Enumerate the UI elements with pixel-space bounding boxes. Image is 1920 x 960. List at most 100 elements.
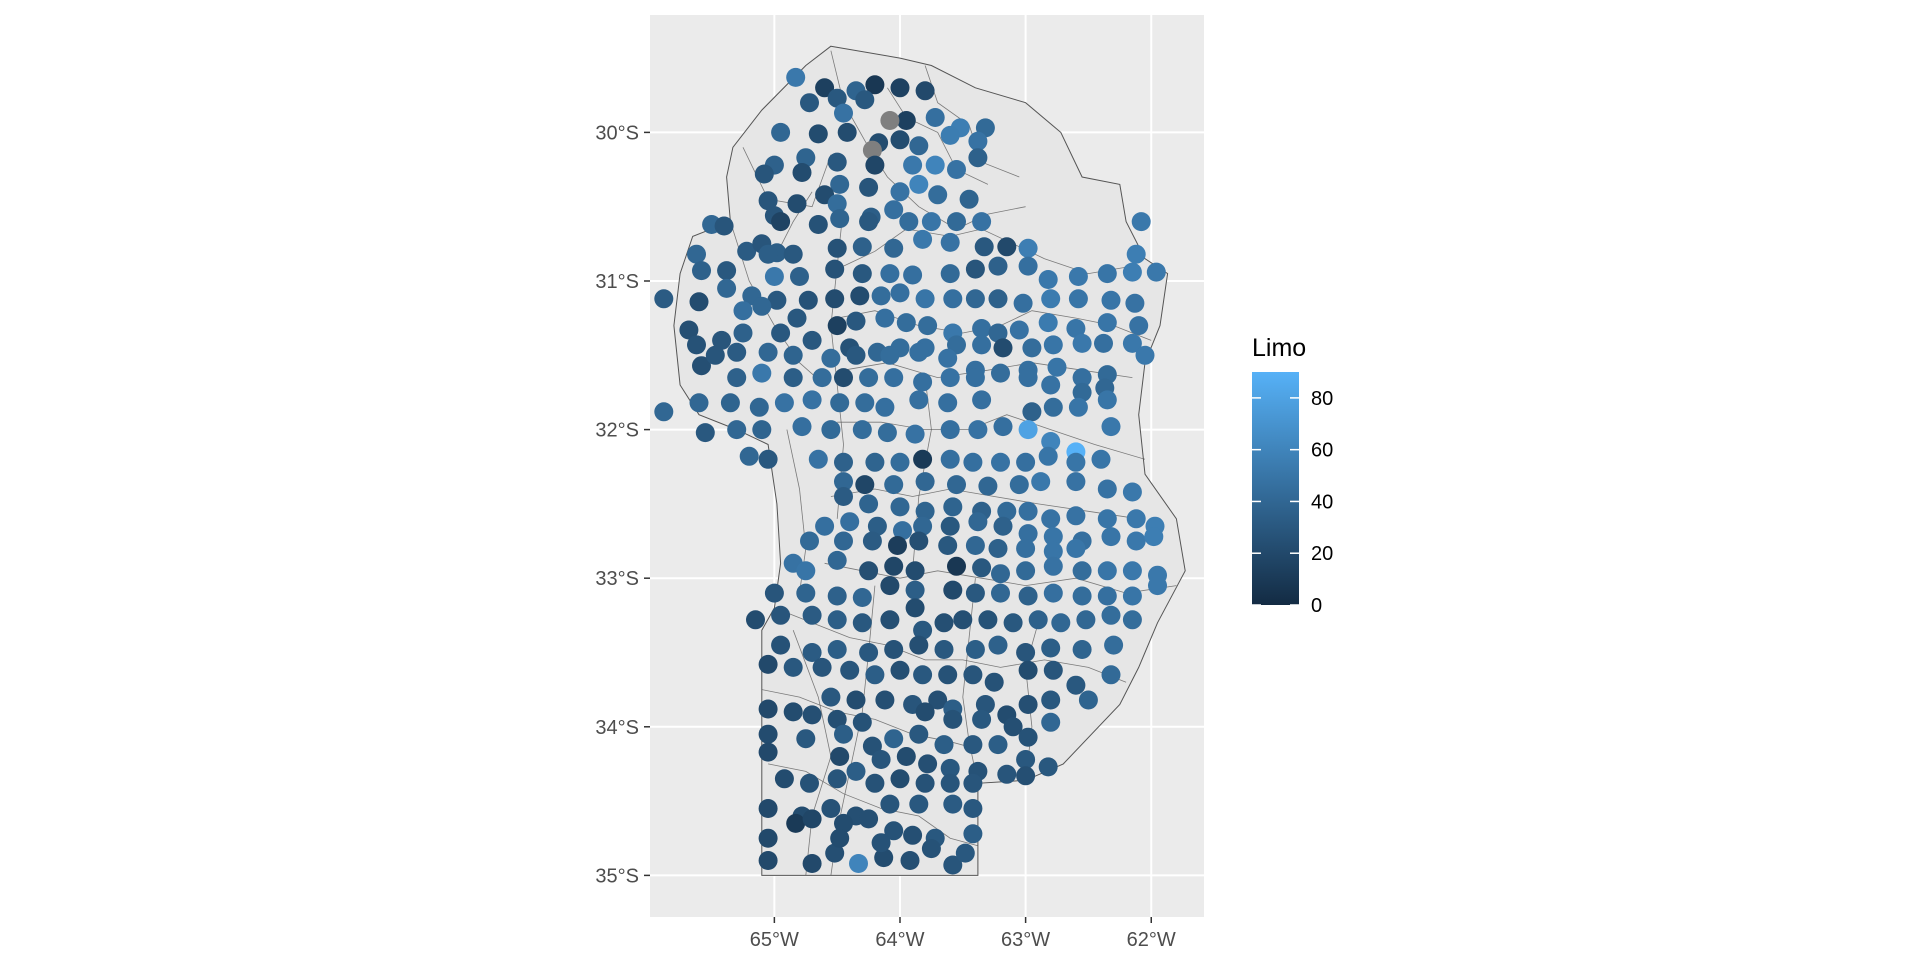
data-point — [1041, 289, 1061, 309]
data-point — [758, 449, 778, 469]
data-point — [940, 125, 960, 145]
data-point — [852, 237, 872, 257]
data-point — [821, 348, 841, 368]
data-point — [1126, 244, 1146, 264]
data-point — [1101, 665, 1121, 685]
data-point — [993, 417, 1013, 437]
data-point — [909, 635, 929, 655]
data-point — [988, 635, 1008, 655]
data-point — [934, 640, 954, 659]
data-point — [1003, 613, 1023, 633]
data-point — [940, 264, 960, 284]
data-point — [830, 747, 850, 766]
data-point — [968, 512, 988, 532]
data-point — [783, 368, 803, 388]
data-point — [880, 576, 900, 596]
data-point — [988, 735, 1008, 755]
data-point — [1018, 695, 1038, 714]
data-point — [1135, 345, 1155, 365]
x-tick-label: 62°W — [1127, 929, 1176, 951]
data-point — [947, 160, 966, 179]
legend-tick-label: 60 — [1311, 440, 1333, 462]
data-point — [972, 709, 992, 729]
data-point — [827, 194, 847, 214]
data-point — [754, 164, 774, 184]
data-point — [875, 397, 895, 417]
data-point — [1066, 506, 1086, 526]
data-point — [859, 561, 879, 581]
data-point — [943, 289, 963, 309]
data-point — [934, 735, 954, 755]
data-point — [965, 259, 985, 279]
data-point — [997, 501, 1017, 521]
data-point — [792, 417, 812, 437]
data-point — [800, 531, 819, 551]
data-point — [900, 851, 920, 870]
data-point — [1129, 316, 1149, 336]
data-point — [834, 103, 853, 123]
data-point — [1101, 417, 1121, 437]
data-point — [988, 289, 1008, 309]
data-point — [855, 393, 875, 413]
data-point — [963, 824, 983, 844]
data-point — [852, 613, 872, 633]
data-point — [689, 292, 709, 312]
legend-title: Limo — [1252, 334, 1306, 362]
data-point — [896, 111, 916, 130]
data-point — [837, 122, 857, 142]
legend-colorbar — [1252, 372, 1299, 605]
data-point — [727, 368, 747, 388]
data-point — [1097, 313, 1117, 333]
data-point — [915, 289, 935, 309]
data-point — [846, 311, 866, 331]
data-point — [880, 794, 900, 814]
data-point — [1041, 712, 1061, 732]
data-point — [938, 536, 958, 555]
data-point — [947, 475, 966, 495]
data-point — [940, 773, 960, 793]
data-point — [808, 449, 828, 469]
data-point — [871, 833, 891, 853]
data-point — [1018, 727, 1038, 747]
data-point — [1009, 475, 1029, 495]
legend-tick-label: 0 — [1311, 595, 1322, 617]
data-point — [940, 449, 960, 469]
data-point — [859, 212, 879, 232]
data-point — [865, 665, 885, 685]
data-point — [798, 290, 818, 310]
data-point — [943, 580, 963, 600]
data-point — [988, 539, 1008, 558]
legend-ticks: 0 20 40 60 80 — [1252, 388, 1333, 617]
data-point — [827, 316, 847, 336]
data-point — [727, 342, 747, 362]
data-point — [1122, 610, 1142, 630]
data-point — [1072, 333, 1092, 353]
data-point — [938, 665, 958, 685]
data-point — [1016, 766, 1036, 786]
data-point — [752, 420, 772, 440]
department-border — [730, 221, 825, 386]
data-points — [654, 67, 1167, 875]
data-point — [884, 238, 904, 258]
data-point — [972, 390, 992, 410]
data-point — [988, 323, 1008, 343]
data-point — [783, 657, 803, 677]
data-point — [909, 342, 929, 362]
data-point — [925, 155, 945, 175]
data-point — [1126, 531, 1146, 551]
data-point — [758, 724, 778, 744]
data-point — [918, 316, 938, 336]
data-point — [865, 452, 885, 472]
y-tick-label: 34°S — [595, 717, 639, 739]
data-point — [733, 323, 753, 343]
data-point — [1144, 527, 1164, 547]
data-point — [834, 813, 853, 833]
data-point — [827, 238, 847, 258]
data-point — [1097, 561, 1117, 581]
data-point — [846, 761, 866, 781]
data-point — [758, 342, 778, 362]
data-point — [767, 290, 787, 310]
data-point — [758, 244, 778, 264]
data-point — [1016, 561, 1036, 581]
data-point — [808, 124, 828, 144]
